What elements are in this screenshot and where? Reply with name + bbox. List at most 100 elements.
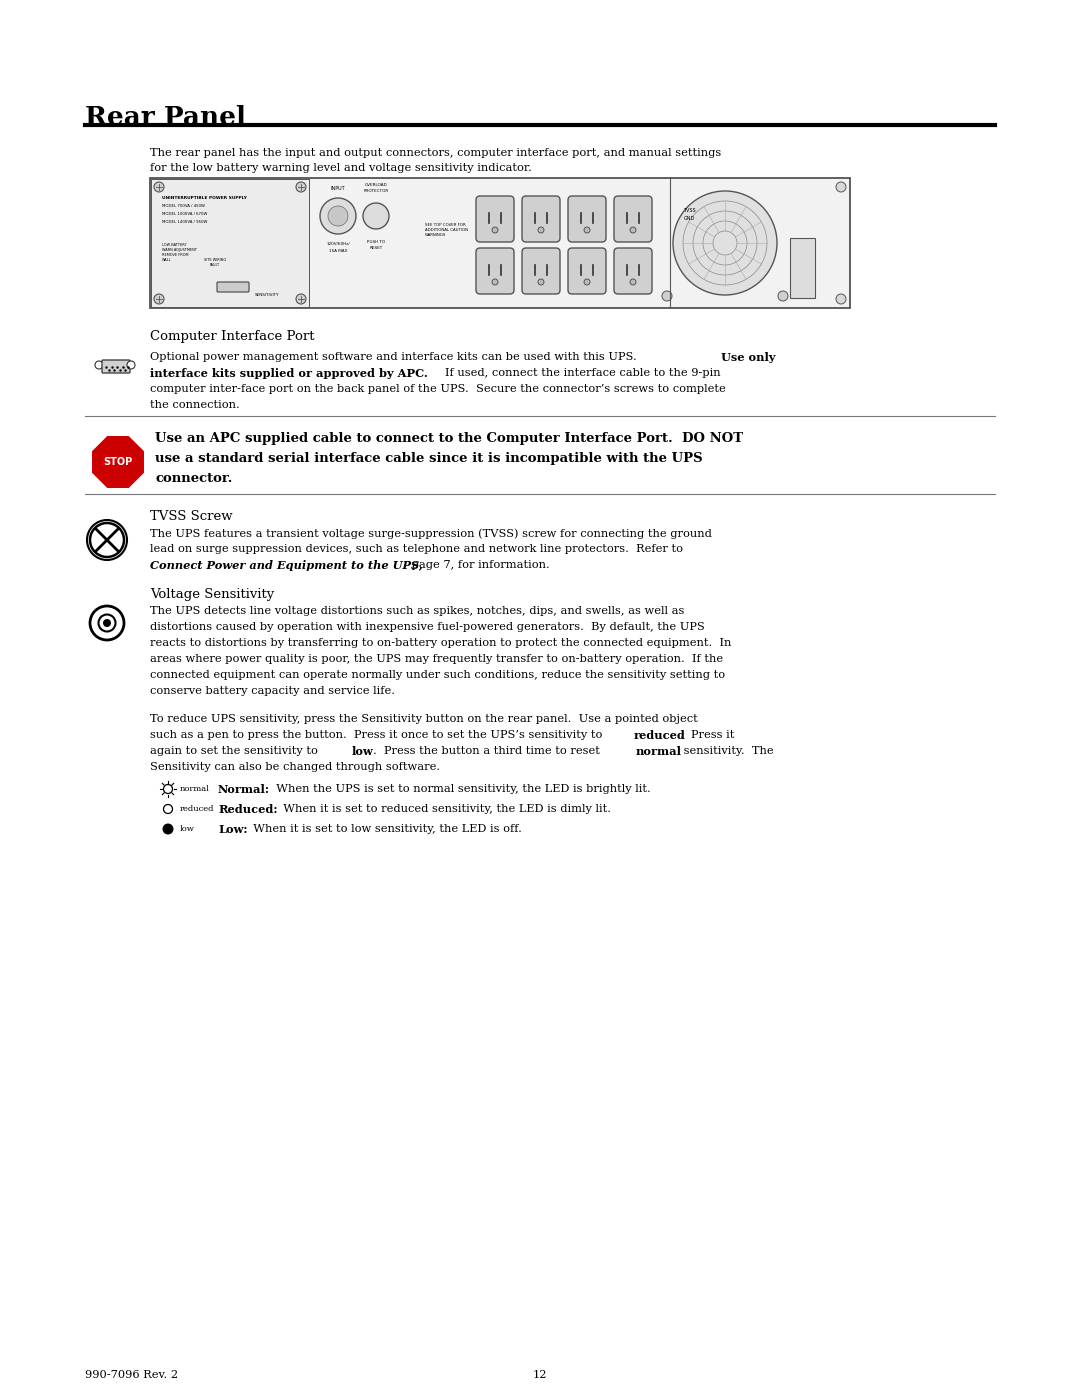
FancyBboxPatch shape [151,179,309,307]
Circle shape [103,619,111,627]
Circle shape [98,615,116,631]
Text: normal: normal [636,746,681,757]
Text: Voltage Sensitivity: Voltage Sensitivity [150,588,274,601]
Text: When it is set to reduced sensitivity, the LED is dimly lit.: When it is set to reduced sensitivity, t… [276,805,611,814]
Text: The rear panel has the input and output connectors, computer interface port, and: The rear panel has the input and output … [150,148,721,158]
Text: TVSS: TVSS [683,208,696,212]
Circle shape [778,291,788,300]
Text: When it is set to low sensitivity, the LED is off.: When it is set to low sensitivity, the L… [246,824,522,834]
Circle shape [538,226,544,233]
Text: RESET: RESET [369,246,382,250]
FancyBboxPatch shape [789,237,815,298]
Text: sensitivity.  The: sensitivity. The [680,746,773,756]
FancyBboxPatch shape [615,196,652,242]
Text: reduced: reduced [180,805,215,813]
Text: low: low [352,746,374,757]
Text: MODEL 1000VA / 670W: MODEL 1000VA / 670W [162,212,207,217]
Text: 15A MAX: 15A MAX [328,249,348,253]
Circle shape [662,291,672,300]
Text: The UPS features a transient voltage surge-suppression (TVSS) screw for connecti: The UPS features a transient voltage sur… [150,528,712,539]
Text: normal: normal [180,785,210,793]
Text: connector.: connector. [156,472,232,485]
FancyBboxPatch shape [568,249,606,293]
Text: lead on surge suppression devices, such as telephone and network line protectors: lead on surge suppression devices, such … [150,543,683,555]
Circle shape [95,360,103,369]
Text: OVERLOAD: OVERLOAD [365,183,388,187]
Text: Rear Panel: Rear Panel [85,105,246,130]
Text: Sensitivity can also be changed through software.: Sensitivity can also be changed through … [150,761,441,773]
Circle shape [328,205,348,226]
Circle shape [320,198,356,235]
Text: Computer Interface Port: Computer Interface Port [150,330,314,344]
Text: use a standard serial interface cable since it is incompatible with the UPS: use a standard serial interface cable si… [156,453,703,465]
Circle shape [163,785,173,793]
Text: INPUT: INPUT [330,186,346,191]
Circle shape [584,226,590,233]
Circle shape [163,805,173,813]
Polygon shape [91,434,146,490]
FancyBboxPatch shape [522,196,561,242]
FancyBboxPatch shape [476,196,514,242]
Circle shape [683,231,696,242]
Text: distortions caused by operation with inexpensive fuel-powered generators.  By de: distortions caused by operation with ine… [150,622,705,631]
Circle shape [538,279,544,285]
Text: SITE WIRING
FAULT: SITE WIRING FAULT [204,258,226,267]
Text: the connection.: the connection. [150,400,240,409]
Text: interface kits supplied or approved by APC.: interface kits supplied or approved by A… [150,367,435,379]
Circle shape [836,182,846,191]
FancyBboxPatch shape [568,196,606,242]
Circle shape [836,293,846,305]
Text: Use only: Use only [721,352,775,363]
Circle shape [296,293,306,305]
Text: 12: 12 [532,1370,548,1380]
Text: GND: GND [684,217,694,221]
Text: SEE TOP COVER FOR
ADDITIONAL CAUTION
WARNINGS: SEE TOP COVER FOR ADDITIONAL CAUTION WAR… [426,224,468,237]
Text: reduced: reduced [634,731,686,740]
Text: .  Press it: . Press it [680,731,734,740]
Text: 120V/60Hz/: 120V/60Hz/ [326,242,350,246]
Text: PUSH TO: PUSH TO [367,240,386,244]
Text: When the UPS is set to normal sensitivity, the LED is brightly lit.: When the UPS is set to normal sensitivit… [269,784,651,793]
FancyBboxPatch shape [217,282,249,292]
Text: MODEL 1400VA / 950W: MODEL 1400VA / 950W [162,219,207,224]
Circle shape [90,606,124,640]
Text: MODEL 700VA / 450W: MODEL 700VA / 450W [162,204,205,208]
Text: LOW BATTERY
WARN ADJUSTMENT
REMOVE FROM
WALL: LOW BATTERY WARN ADJUSTMENT REMOVE FROM … [162,243,197,261]
Circle shape [584,279,590,285]
FancyBboxPatch shape [522,249,561,293]
Circle shape [90,522,124,557]
FancyBboxPatch shape [102,360,130,373]
Text: Connect Power and Equipment to the UPS,: Connect Power and Equipment to the UPS, [150,560,423,571]
Circle shape [492,279,498,285]
Text: To reduce UPS sensitivity, press the Sensitivity button on the rear panel.  Use : To reduce UPS sensitivity, press the Sen… [150,714,698,724]
Text: The UPS detects line voltage distortions such as spikes, notches, dips, and swel: The UPS detects line voltage distortions… [150,606,685,616]
Circle shape [127,360,135,369]
Text: such as a pen to press the button.  Press it once to set the UPS’s sensitivity t: such as a pen to press the button. Press… [150,731,606,740]
FancyBboxPatch shape [615,249,652,293]
Text: Low:: Low: [218,824,247,835]
Text: areas where power quality is poor, the UPS may frequently transfer to on-battery: areas where power quality is poor, the U… [150,654,724,664]
Text: connected equipment can operate normally under such conditions, reduce the sensi: connected equipment can operate normally… [150,671,725,680]
Text: UNINTERRUPTIBLE POWER SUPPLY: UNINTERRUPTIBLE POWER SUPPLY [162,196,247,200]
Text: TVSS Screw: TVSS Screw [150,510,232,522]
Circle shape [154,293,164,305]
Circle shape [673,191,777,295]
Text: Use an APC supplied cable to connect to the Computer Interface Port.  DO NOT: Use an APC supplied cable to connect to … [156,432,743,446]
Text: .  Press the button a third time to reset: . Press the button a third time to reset [373,746,604,756]
Circle shape [296,182,306,191]
Circle shape [630,279,636,285]
Circle shape [630,226,636,233]
Text: SENSITIVITY: SENSITIVITY [255,293,280,298]
FancyBboxPatch shape [150,177,850,307]
Text: 990-7096 Rev. 2: 990-7096 Rev. 2 [85,1370,178,1380]
Circle shape [363,203,389,229]
Text: If used, connect the interface cable to the 9-pin: If used, connect the interface cable to … [445,367,720,379]
Text: low: low [180,826,194,833]
Circle shape [492,226,498,233]
Text: Reduced:: Reduced: [218,805,278,814]
Text: PROTECTOR: PROTECTOR [363,189,389,193]
FancyBboxPatch shape [476,249,514,293]
Text: reacts to distortions by transferring to on-battery operation to protect the con: reacts to distortions by transferring to… [150,638,731,648]
Text: again to set the sensitivity to: again to set the sensitivity to [150,746,322,756]
Text: Optional power management software and interface kits can be used with this UPS.: Optional power management software and i… [150,352,640,362]
